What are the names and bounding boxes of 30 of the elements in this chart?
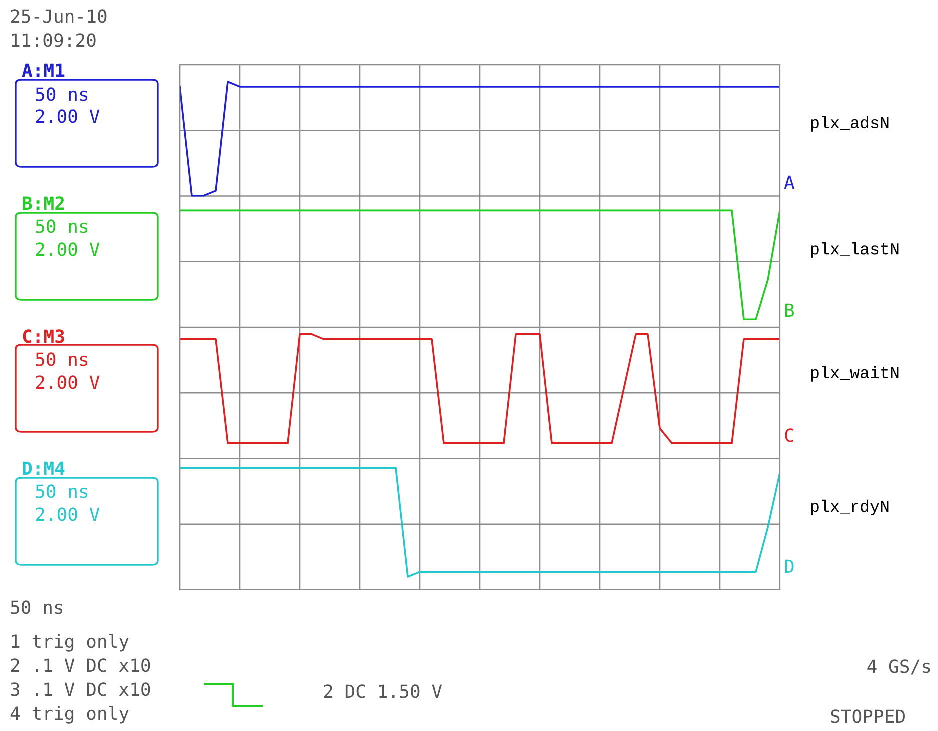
text: 50 ns [36,352,88,366]
text: B:M2 [23,196,64,210]
text: STOPPED [831,710,905,724]
text: C:M3 [23,330,64,344]
text: 25-Jun-10 [11,10,107,24]
text: B [785,304,794,318]
text: 4 trig only [10,706,129,724]
text: 2.00 V [36,242,100,256]
text: plx_waitN [811,366,899,382]
text: 50 ns [36,88,88,102]
text: plx_rdyN [811,500,889,516]
text: plx_adsN [811,116,889,132]
text: 2 .1 V DC x10 [11,658,150,672]
text: 50 ns [11,600,63,614]
text: 4 GS/s [868,660,930,675]
text: 2.00 V [36,110,100,124]
text: A [784,176,795,190]
text: 2.00 V [36,508,100,522]
text: 2.00 V [36,376,100,390]
text: 3 .1 V DC x10 [11,682,150,696]
text: 1 trig only [12,634,129,652]
text: D:M4 [23,462,65,475]
text: 50 ns [36,484,88,498]
text: 11:09:20 [12,34,96,48]
text: C [785,428,794,442]
text: plx_lastN [811,242,899,258]
text: D [785,560,794,574]
text: 50 ns [36,220,88,234]
text: A:M1 [22,64,65,77]
text: 2 DC 1.50 V [324,684,442,698]
